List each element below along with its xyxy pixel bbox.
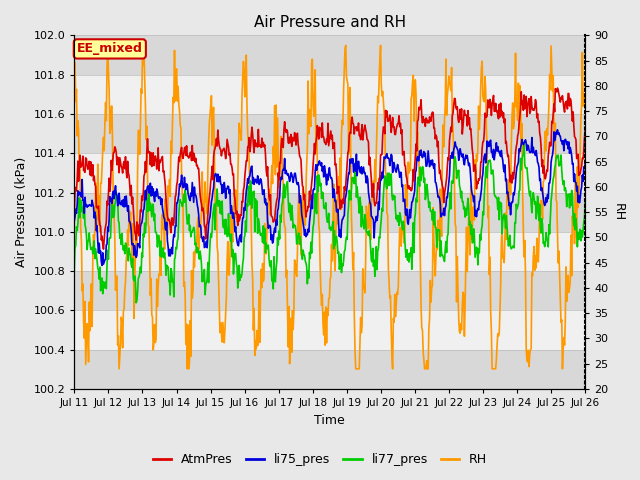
Bar: [74, 192, 585, 232]
Text: EE_mixed: EE_mixed: [77, 42, 143, 55]
Title: Air Pressure and RH: Air Pressure and RH: [253, 15, 406, 30]
Y-axis label: RH: RH: [612, 203, 625, 221]
Bar: [74, 114, 585, 153]
Bar: [74, 74, 585, 114]
Legend: AtmPres, li75_pres, li77_pres, RH: AtmPres, li75_pres, li77_pres, RH: [148, 448, 492, 471]
Y-axis label: Air Pressure (kPa): Air Pressure (kPa): [15, 157, 28, 267]
Bar: [74, 311, 585, 350]
X-axis label: Time: Time: [314, 414, 345, 427]
Bar: [74, 36, 585, 74]
Bar: [74, 232, 585, 271]
Bar: [74, 271, 585, 311]
Bar: [74, 350, 585, 389]
Bar: [74, 153, 585, 192]
